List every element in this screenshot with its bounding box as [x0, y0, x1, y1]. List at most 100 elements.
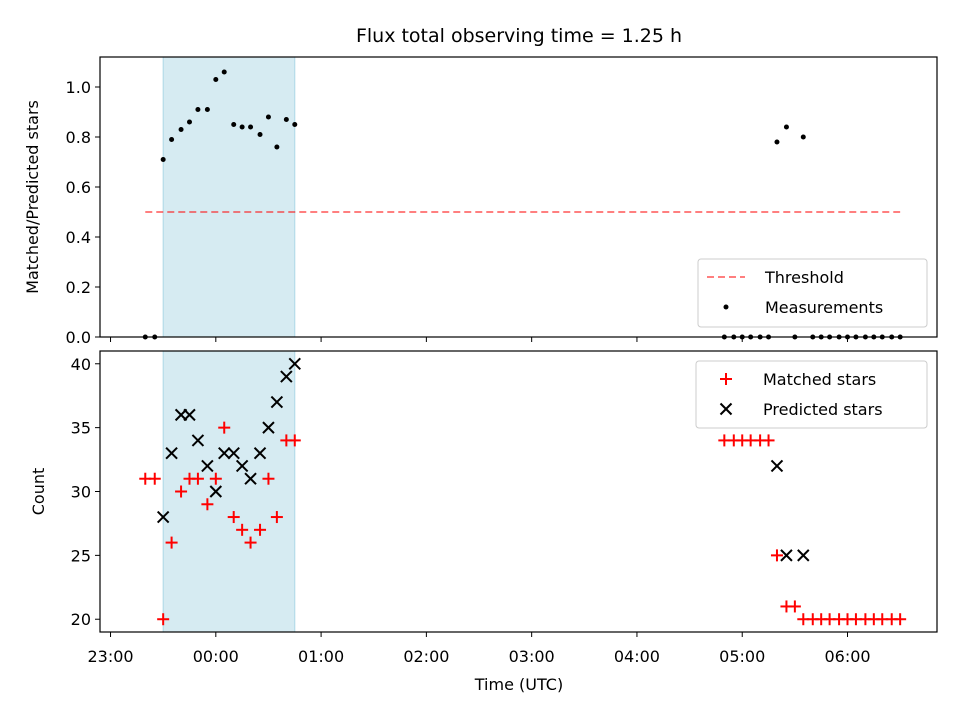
ratio-y-ticks: 0.0 0.2 0.4 0.6 0.8 1.0	[66, 78, 100, 347]
matched-star-point	[762, 434, 775, 447]
matched-star-point	[209, 472, 222, 485]
ratio-legend-box	[697, 258, 928, 328]
measurement-point	[774, 139, 780, 145]
count-panel: 20 25 30 35 40 23:00 00:00 01:00 02:00 03:00 04:0…	[29, 350, 938, 694]
predicted-star-point	[191, 434, 205, 447]
matched-star-point	[288, 434, 301, 447]
predicted-star-point	[165, 446, 178, 460]
y-tick-label: 20	[71, 610, 91, 629]
x-axis-label: Time (UTC)	[474, 675, 563, 694]
predicted-star-point	[288, 357, 301, 370]
measurement-point	[283, 117, 289, 122]
count-x-ticks: 23:00 00:00 01:00 02:00 03:00 04:00 05:00 06:00	[87, 632, 871, 666]
measurement-point	[204, 107, 210, 112]
legend-predicted-label: Predicted stars	[763, 400, 883, 419]
measurement-point	[248, 124, 254, 130]
matched-star-point	[175, 485, 188, 498]
matched-star-point	[270, 511, 283, 524]
predicted-star-point	[218, 446, 231, 460]
x-tick-label: 01:00	[298, 647, 344, 666]
measurement-point	[800, 134, 806, 140]
predicted-star-point	[156, 510, 170, 524]
count-series	[139, 357, 907, 626]
measurement-point	[221, 69, 227, 75]
matched-star-point	[218, 421, 231, 434]
matched-star-point	[165, 536, 178, 549]
ratio-y-axis-label: Matched/Predicted stars	[23, 100, 42, 294]
measurement-point	[160, 157, 166, 162]
y-tick-label: 0.2	[66, 278, 91, 297]
legend-matched-swatch	[720, 373, 732, 385]
predicted-star-point	[280, 370, 293, 383]
measurement-point	[783, 124, 789, 130]
ratio-panel: 0.0 0.2 0.4 0.6 0.8 1.0 Matched/Predicted sta…	[23, 56, 938, 347]
y-tick-label: 25	[71, 546, 91, 565]
measurement-point	[257, 132, 263, 137]
legend-predicted-swatch	[719, 402, 733, 416]
y-tick-label: 35	[71, 419, 91, 438]
matched-star-point	[254, 523, 267, 536]
legend-x-marker	[719, 402, 733, 416]
predicted-star-point	[209, 485, 223, 498]
predicted-star-point	[797, 549, 810, 562]
measurement-point	[292, 122, 298, 127]
measurement-point	[195, 107, 201, 112]
matched-star-point	[191, 472, 204, 485]
count-legend-box	[695, 360, 928, 429]
matched-star-point	[894, 613, 907, 626]
x-tick-label: 02:00	[403, 647, 449, 666]
predicted-star-point	[201, 459, 214, 473]
ratio-legend: Threshold Measurements	[697, 258, 928, 328]
matched-star-point	[201, 498, 214, 511]
x-tick-label: 06:00	[824, 647, 870, 666]
matched-star-point	[148, 472, 161, 485]
legend-matched-label: Matched stars	[763, 370, 876, 389]
legend-measurements-label: Measurements	[765, 298, 883, 317]
measurement-point	[186, 119, 192, 125]
measurement-point	[274, 144, 280, 150]
x-tick-label: 04:00	[614, 647, 660, 666]
legend-threshold-label: Threshold	[764, 268, 844, 287]
predicted-star-point	[183, 408, 196, 422]
matched-star-point	[788, 600, 801, 613]
predicted-star-point	[244, 472, 257, 485]
predicted-star-point	[270, 395, 284, 409]
measurement-point	[169, 137, 175, 142]
y-tick-label: 40	[71, 355, 91, 374]
matched-star-point	[244, 536, 257, 549]
x-tick-label: 05:00	[719, 647, 765, 666]
y-tick-label: 30	[71, 483, 91, 502]
predicted-star-point	[227, 446, 240, 460]
measurement-point	[178, 127, 184, 132]
predicted-star-point	[262, 421, 275, 434]
matched-star-point	[236, 523, 249, 536]
count-y-axis-label: Count	[29, 468, 48, 516]
predicted-star-point	[253, 446, 267, 460]
measurement-point	[239, 124, 245, 130]
count-legend: Matched stars Predicted stars	[695, 360, 928, 429]
y-tick-label: 0.4	[66, 228, 91, 247]
y-tick-label: 0.6	[66, 178, 91, 197]
x-tick-label: 03:00	[509, 647, 555, 666]
predicted-star-point	[780, 549, 793, 562]
chart-title: Flux total observing time = 1.25 h	[356, 25, 682, 47]
measurement-point	[265, 114, 271, 120]
matched-star-point	[770, 549, 783, 562]
predicted-star-point	[770, 459, 784, 473]
matched-star-point	[157, 613, 170, 626]
observing-window-top	[162, 56, 296, 338]
measurement-point	[213, 77, 219, 82]
legend-plus-marker	[720, 373, 732, 385]
y-tick-label: 0.0	[66, 328, 91, 347]
ratio-axes-frame	[99, 56, 938, 338]
matched-star-point	[227, 511, 240, 524]
x-tick-label: 23:00	[87, 647, 133, 666]
count-y-ticks: 20 25 30 35 40	[71, 355, 100, 629]
y-tick-label: 1.0	[66, 78, 91, 97]
y-tick-label: 0.8	[66, 128, 91, 147]
predicted-star-point	[235, 459, 249, 473]
matched-star-point	[262, 472, 275, 485]
x-tick-label: 00:00	[193, 647, 239, 666]
